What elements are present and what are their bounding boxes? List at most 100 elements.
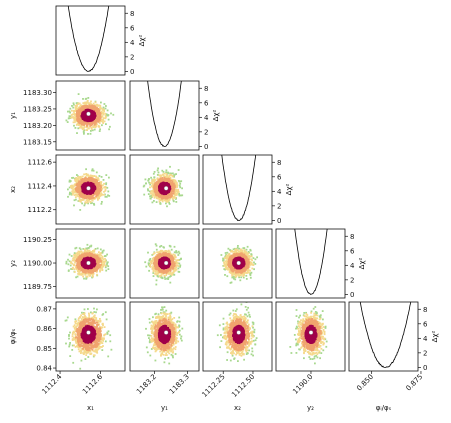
sample-point [72, 189, 74, 192]
sample-point [74, 127, 77, 129]
sample-point [92, 272, 95, 275]
sample-point [93, 128, 96, 131]
sample-point [98, 192, 100, 195]
sample-point [166, 277, 168, 280]
sample-point [102, 117, 105, 119]
sample-point [100, 107, 103, 110]
sample-point [108, 176, 110, 179]
sample-point [169, 245, 172, 248]
sample-point [72, 176, 74, 179]
sample-point [96, 117, 98, 119]
sample-point [91, 116, 94, 119]
sample-point [154, 183, 156, 186]
sample-point [99, 114, 102, 117]
sample-point [88, 257, 91, 260]
sample-point [175, 186, 178, 188]
sample-point [74, 247, 77, 250]
sample-point [173, 175, 175, 178]
sample-point [91, 183, 93, 186]
sample-point [177, 254, 180, 256]
sample-point [92, 113, 94, 116]
sample-point [154, 191, 156, 194]
sample-point [78, 188, 81, 191]
sample-point [86, 120, 89, 122]
sample-point [112, 113, 115, 116]
sample-point [82, 189, 85, 192]
sample-point [73, 264, 76, 267]
sample-point [168, 198, 171, 201]
sample-point [83, 132, 85, 135]
sample-point [99, 111, 101, 114]
sample-point [75, 178, 78, 181]
sample-point [158, 185, 161, 187]
panel-y1-y1 [129, 80, 202, 151]
sample-point [73, 254, 75, 256]
sample-point [94, 257, 97, 259]
sample-point [65, 119, 68, 122]
sample-point [166, 174, 168, 177]
sample-point [89, 124, 92, 127]
sample-point [76, 110, 79, 113]
sample-point [108, 195, 111, 197]
sample-point [92, 275, 94, 278]
sample-point [109, 125, 111, 128]
sample-point [88, 255, 91, 258]
sample-point [107, 268, 110, 270]
sample-point [87, 198, 89, 201]
sample-point [102, 265, 104, 267]
sample-point [155, 195, 158, 198]
sample-point [91, 108, 94, 111]
sample-point [91, 254, 94, 257]
sample-point [158, 200, 161, 203]
sample-point [153, 185, 156, 187]
sample-point [156, 274, 159, 277]
sample-point [158, 180, 161, 183]
sample-point [162, 175, 165, 177]
sample-point [91, 107, 94, 109]
sample-point [66, 121, 69, 123]
sample-point [94, 192, 96, 195]
sample-point [152, 253, 155, 255]
sample-point [73, 124, 75, 127]
sample-point [86, 184, 89, 186]
sample-point [71, 116, 73, 119]
sample-point [75, 257, 78, 260]
sample-point [163, 276, 166, 279]
sample-point [74, 188, 77, 190]
sample-point [162, 173, 164, 176]
sample-point [90, 182, 92, 185]
sample-point [81, 120, 84, 123]
sample-point [85, 109, 87, 111]
sample-point [91, 196, 94, 199]
sample-point [168, 175, 171, 177]
sample-point [78, 181, 80, 184]
sample-point [89, 102, 91, 105]
sample-point [87, 106, 90, 109]
sample-point [175, 190, 177, 192]
sample-point [84, 257, 87, 260]
sample-point [155, 187, 158, 189]
sample-point [173, 174, 175, 177]
sample-point [101, 257, 104, 260]
sample-point [153, 171, 156, 173]
sample-point [101, 184, 104, 187]
sample-point [167, 198, 169, 201]
sample-point [74, 116, 77, 118]
sample-point [106, 261, 109, 264]
sample-point [70, 261, 72, 264]
sample-point [158, 197, 161, 200]
sample-point [172, 199, 175, 202]
sample-point [92, 250, 95, 253]
sample-point [76, 183, 78, 186]
sample-point [86, 174, 88, 177]
sample-point [74, 193, 77, 196]
sample-point [94, 197, 97, 200]
sample-point [84, 180, 86, 183]
sample-point [98, 126, 101, 128]
sample-point [75, 264, 78, 267]
sample-point [79, 110, 81, 113]
sample-point [82, 178, 84, 181]
sample-point [149, 190, 151, 193]
sample-point [83, 251, 86, 254]
sample-point [86, 272, 88, 275]
